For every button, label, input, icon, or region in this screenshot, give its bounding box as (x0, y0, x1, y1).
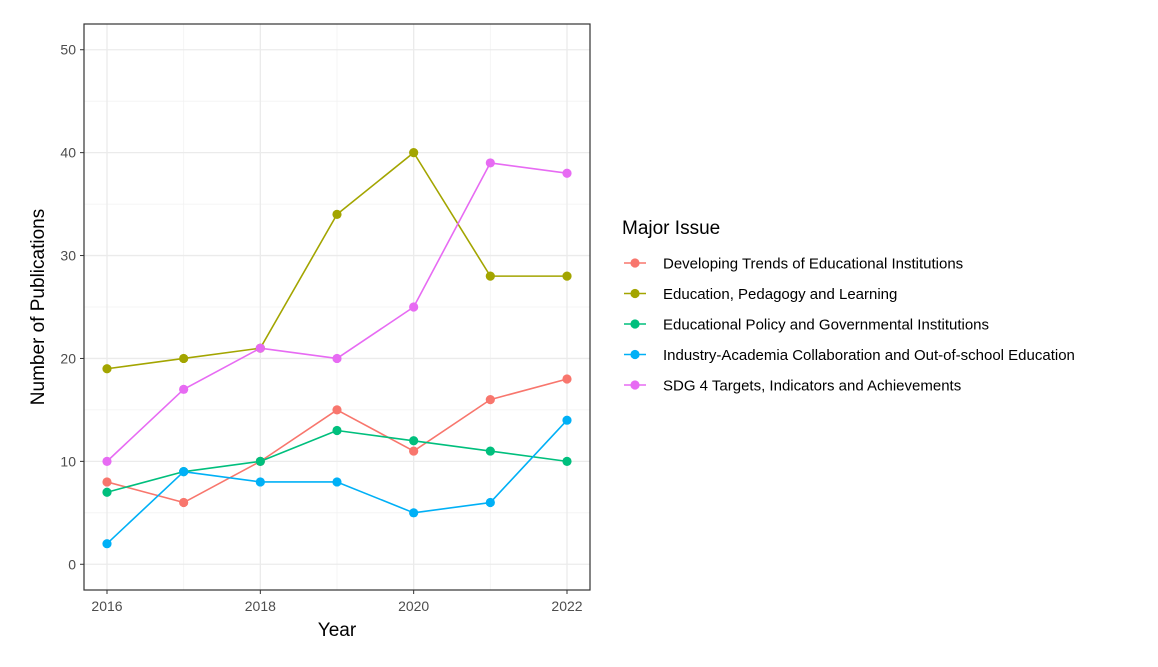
data-point (102, 456, 112, 466)
legend-item: SDG 4 Targets, Indicators and Achievemen… (624, 378, 961, 395)
legend-key-point (630, 380, 640, 390)
data-point (562, 271, 572, 281)
legend-title: Major Issue (622, 218, 720, 239)
legend-key-point (630, 258, 640, 268)
y-tick-label: 10 (60, 453, 76, 469)
y-tick-label: 40 (60, 145, 76, 161)
data-point (485, 497, 495, 508)
data-point (485, 271, 495, 281)
legend-label: Educational Policy and Governmental Inst… (663, 317, 989, 334)
data-point (255, 343, 265, 353)
data-point (485, 395, 495, 405)
y-axis-title: Number of Publications (28, 209, 49, 405)
legend-label: SDG 4 Targets, Indicators and Achievemen… (663, 378, 961, 395)
legend-item: Education, Pedagogy and Learning (624, 286, 897, 303)
data-point (102, 364, 112, 374)
legend-item: Industry-Academia Collaboration and Out-… (624, 347, 1075, 364)
data-point (409, 436, 419, 446)
data-point (409, 302, 419, 312)
data-point (485, 446, 495, 456)
legend-key-point (630, 288, 640, 299)
data-point (485, 158, 495, 168)
data-point (102, 477, 112, 487)
data-point (409, 148, 419, 158)
legend-label: Developing Trends of Educational Institu… (663, 256, 963, 273)
data-point (332, 405, 342, 415)
data-point (179, 384, 189, 394)
y-tick-label: 0 (68, 556, 76, 572)
legend-item: Developing Trends of Educational Institu… (624, 256, 963, 273)
data-point (179, 467, 189, 477)
data-point (179, 497, 189, 508)
x-tick-label: 2020 (398, 598, 429, 614)
data-point (409, 446, 419, 456)
y-tick-label: 50 (60, 42, 76, 58)
data-point (409, 508, 419, 518)
series-points (102, 148, 572, 549)
data-point (332, 353, 342, 364)
y-axis-ticks: 0 10 20 30 40 50 (60, 42, 84, 572)
panel-border (83, 23, 591, 591)
x-tick-label: 2022 (551, 598, 582, 614)
legend-item: Educational Policy and Governmental Inst… (624, 317, 989, 334)
data-point (332, 425, 342, 436)
legend-key-point (630, 349, 640, 360)
data-point (562, 168, 572, 178)
x-axis-ticks: 2016 2018 2020 2022 (91, 590, 583, 614)
y-tick-label: 20 (60, 350, 76, 366)
legend-label: Education, Pedagogy and Learning (663, 286, 897, 303)
data-point (332, 209, 342, 219)
legend-label: Industry-Academia Collaboration and Out-… (663, 347, 1075, 364)
data-point (255, 456, 265, 466)
x-tick-label: 2018 (245, 598, 276, 614)
legend-key-point (630, 319, 640, 329)
x-axis-title: Year (318, 620, 357, 641)
data-point (562, 415, 572, 425)
x-tick-label: 2016 (91, 598, 122, 614)
data-point (102, 539, 112, 549)
y-tick-label: 30 (60, 248, 76, 264)
data-point (102, 487, 112, 497)
data-point (562, 374, 572, 384)
data-point (255, 477, 265, 487)
data-point (332, 477, 342, 487)
data-point (562, 456, 572, 466)
legend: Developing Trends of Educational Institu… (624, 256, 1075, 395)
data-point (179, 353, 189, 364)
